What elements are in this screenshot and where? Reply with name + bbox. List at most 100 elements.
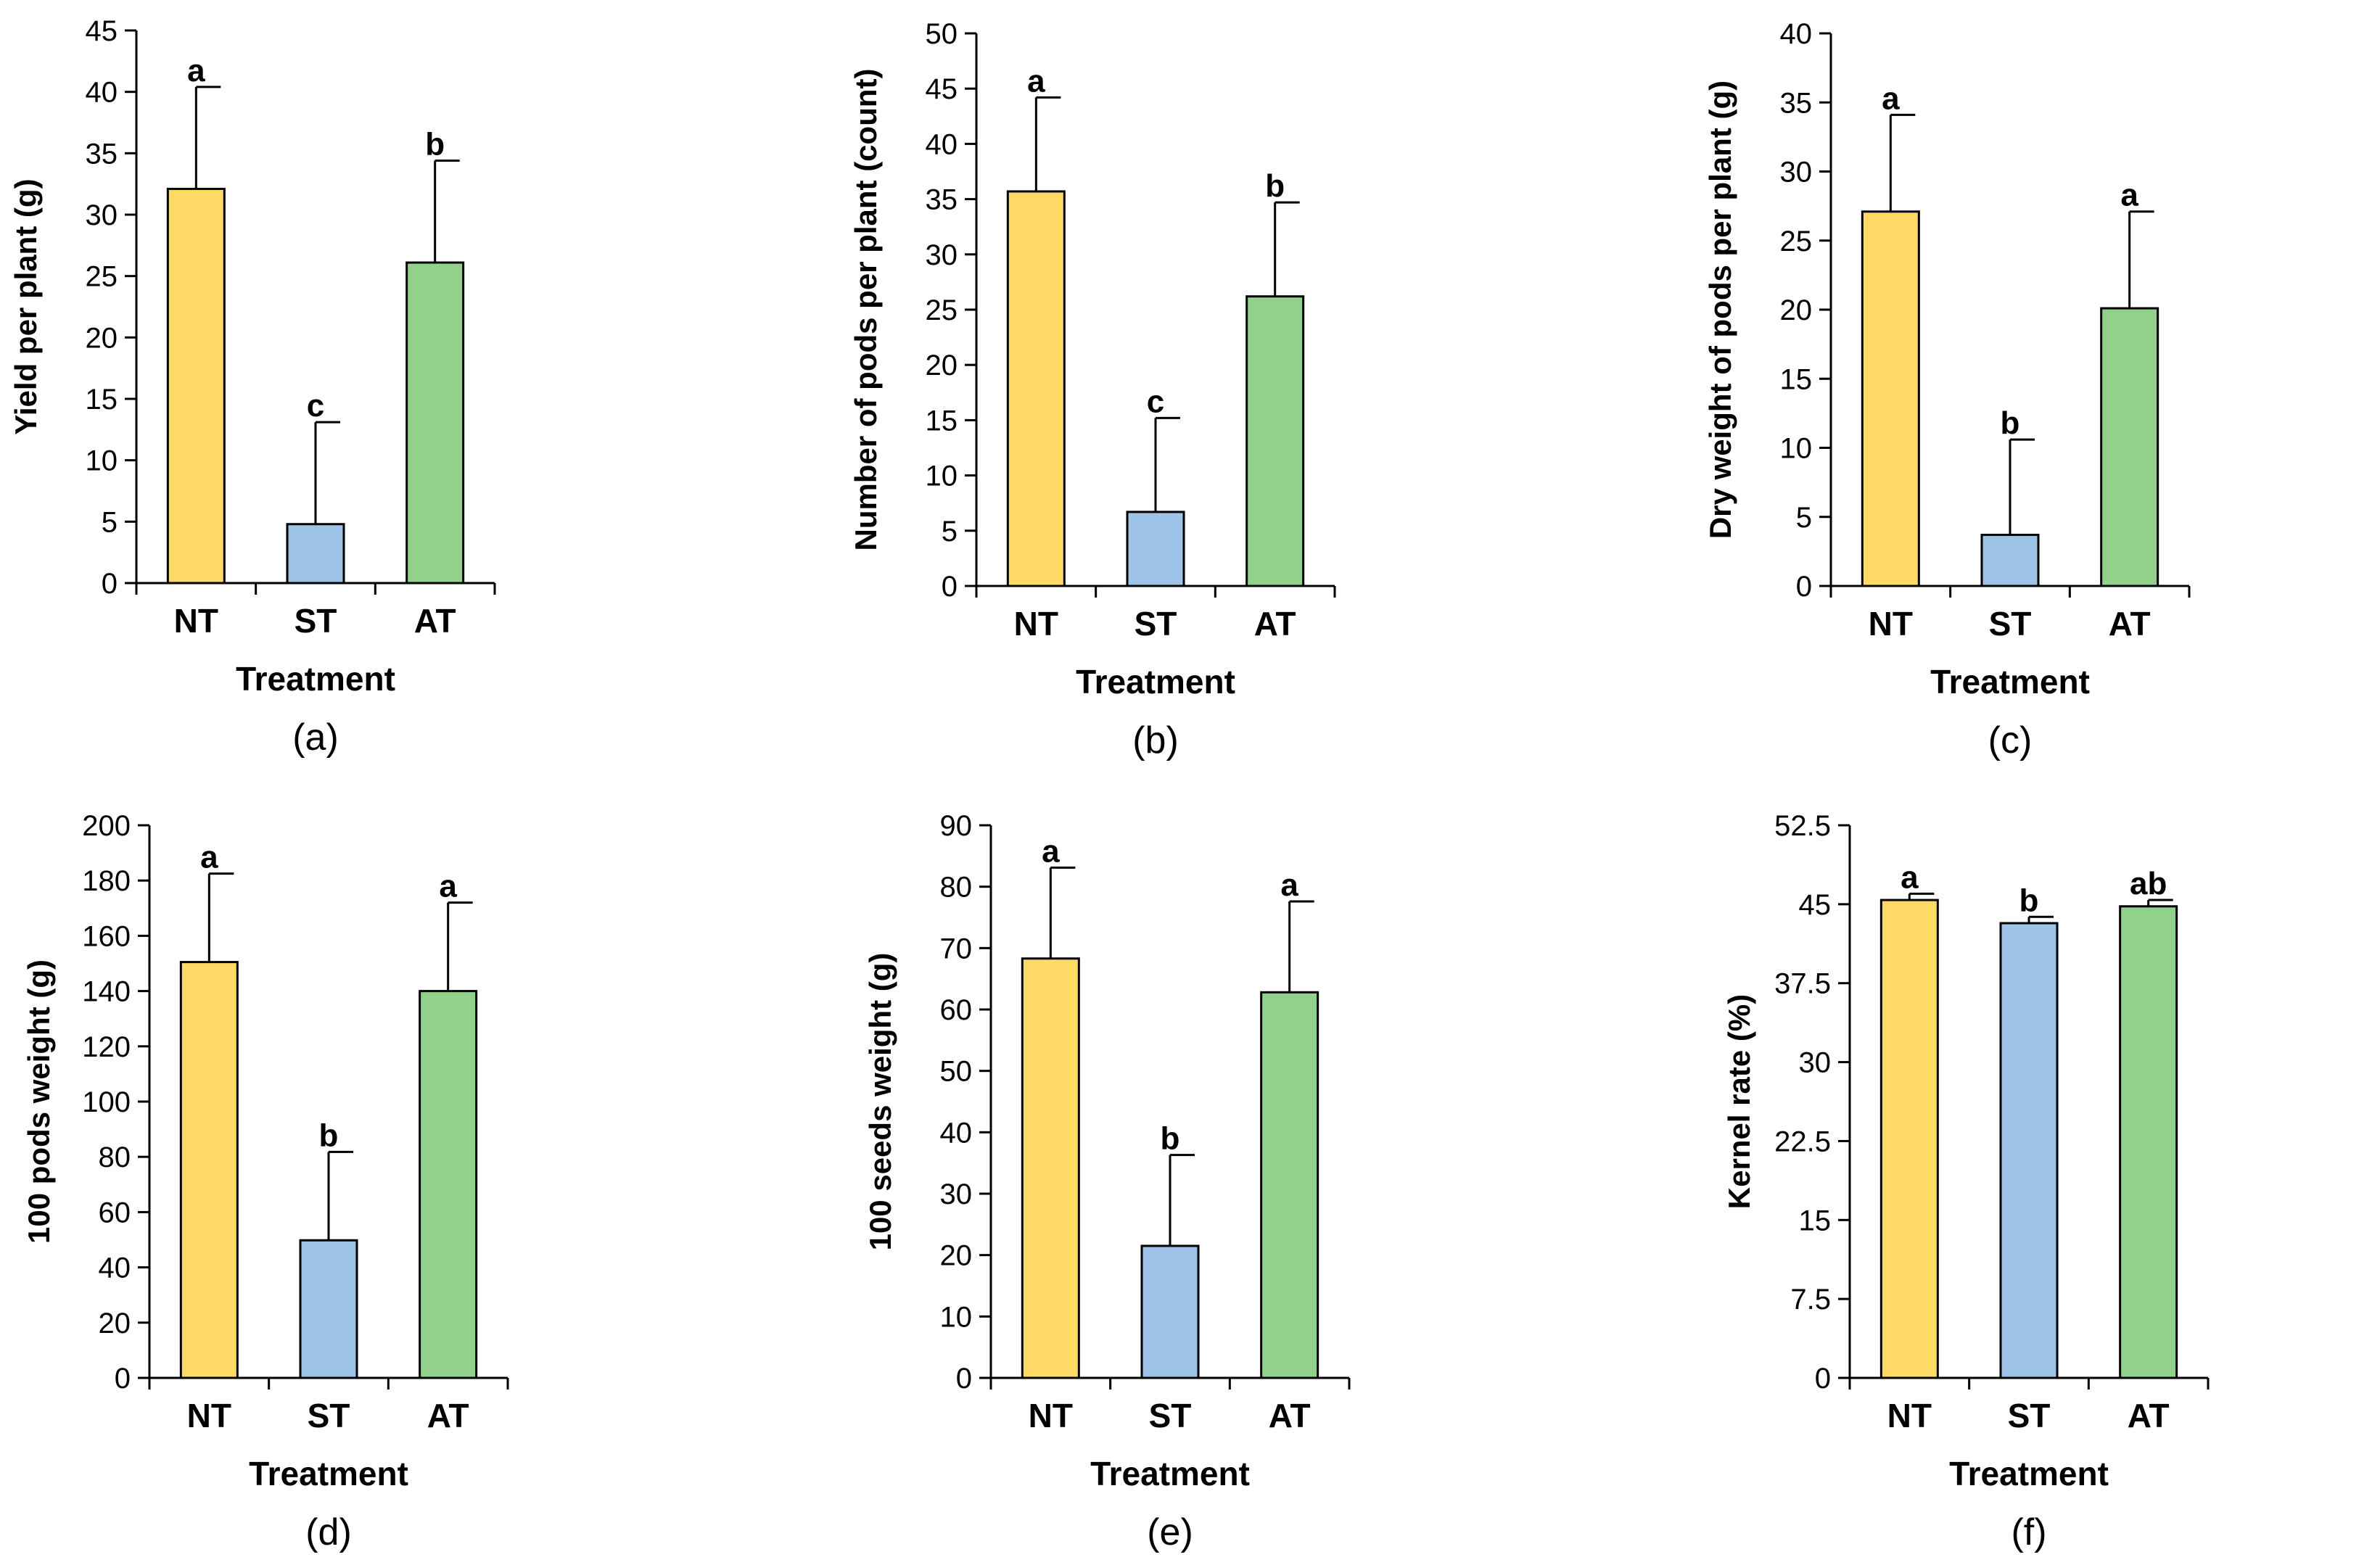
significance-letter: a xyxy=(2120,178,2138,213)
y-tick-label: 10 xyxy=(940,1301,973,1333)
bar-at xyxy=(2119,905,2178,1379)
bar-st xyxy=(1999,922,2059,1379)
y-tick-label: 160 xyxy=(82,920,131,952)
y-tick-label: 180 xyxy=(82,865,131,897)
bar-nt xyxy=(179,961,239,1379)
x-tick-label: NT xyxy=(1869,605,1913,643)
y-tick-label: 45 xyxy=(86,15,118,47)
panel-label: (f) xyxy=(2011,1511,2046,1553)
y-tick-label: 30 xyxy=(1780,157,1813,189)
panel-label: (b) xyxy=(1132,719,1179,761)
y-tick-label: 25 xyxy=(86,261,118,293)
y-tick-label: 40 xyxy=(86,77,118,109)
y-axis-title: Kernel rate (%) xyxy=(1722,994,1756,1209)
x-axis-title: Treatment xyxy=(1076,663,1235,701)
x-tick-label: NT xyxy=(187,1397,231,1434)
x-tick-label: NT xyxy=(1014,605,1058,643)
chart-panel-f: 0 7.5 15 22.5 30 37.5 45 52.5 a NT b ST ab AT Treatmen… xyxy=(1722,810,2210,1553)
x-tick-label: AT xyxy=(427,1397,469,1434)
x-axis-title: Treatment xyxy=(236,660,395,698)
chart-panel-d: 0 20 40 60 80 100 120 140 160 180 200 a NT b ST a AT Trea… xyxy=(22,810,509,1553)
y-tick-label: 50 xyxy=(940,1056,973,1088)
panel-label: (e) xyxy=(1147,1511,1193,1553)
y-tick-label: 60 xyxy=(99,1197,131,1229)
chart-panel-a: 0 5 10 15 20 25 30 35 40 45 a NT c ST b AT Treatment (a) Y… xyxy=(9,15,496,759)
y-tick-label: 40 xyxy=(940,1117,973,1149)
x-axis-title: Treatment xyxy=(249,1455,408,1492)
y-tick-label: 35 xyxy=(86,138,118,170)
y-tick-label: 25 xyxy=(926,294,958,326)
bar-nt xyxy=(1861,210,1920,587)
significance-letter: c xyxy=(1147,384,1164,419)
y-tick-label: 0 xyxy=(102,568,118,600)
y-tick-label: 20 xyxy=(1780,294,1813,326)
y-axis-title: 100 seeds weight (g) xyxy=(863,953,897,1251)
y-tick-label: 5 xyxy=(1796,502,1812,534)
y-tick-label: 15 xyxy=(86,384,118,416)
significance-letter: b xyxy=(319,1118,339,1153)
significance-letter: b xyxy=(1265,168,1285,204)
significance-letter: c xyxy=(307,388,324,424)
significance-letter: a xyxy=(187,53,205,88)
x-tick-label: NT xyxy=(174,602,218,640)
significance-letter: a xyxy=(1042,833,1060,869)
chart-panel-e: 0 10 20 30 40 50 60 70 80 90 a NT b ST a AT Treatment (e)… xyxy=(863,810,1351,1553)
x-tick-label: ST xyxy=(1135,605,1177,643)
bar-st xyxy=(299,1239,358,1379)
y-tick-label: 25 xyxy=(1780,226,1813,257)
y-axis-title: Number of pods per plant (count) xyxy=(849,69,883,551)
y-tick-label: 35 xyxy=(926,184,958,216)
x-tick-label: ST xyxy=(1149,1397,1192,1434)
y-tick-label: 37.5 xyxy=(1774,968,1831,1000)
y-tick-label: 7.5 xyxy=(1790,1284,1831,1316)
y-tick-label: 20 xyxy=(940,1240,973,1272)
x-tick-label: AT xyxy=(2109,605,2151,643)
y-axis-title: 100 pods weight (g) xyxy=(22,959,56,1244)
bar-st xyxy=(1980,534,2040,587)
significance-letter: a xyxy=(200,840,218,875)
y-tick-label: 50 xyxy=(926,18,958,50)
y-tick-label: 10 xyxy=(1780,433,1813,465)
bar-nt xyxy=(166,187,226,585)
significance-letter: b xyxy=(1161,1121,1180,1157)
y-tick-label: 140 xyxy=(82,976,131,1008)
y-axis-title: Yield per plant (g) xyxy=(9,178,43,434)
x-tick-label: ST xyxy=(308,1397,350,1434)
x-tick-label: AT xyxy=(2128,1397,2170,1434)
y-tick-label: 0 xyxy=(942,571,958,603)
y-tick-label: 70 xyxy=(940,933,973,965)
significance-letter: b xyxy=(2001,405,2020,441)
x-tick-label: ST xyxy=(2008,1397,2051,1434)
bar-at xyxy=(1260,991,1319,1379)
y-tick-label: 45 xyxy=(1799,889,1832,921)
x-tick-label: AT xyxy=(1254,605,1296,643)
x-tick-label: ST xyxy=(295,602,337,640)
y-tick-label: 120 xyxy=(82,1031,131,1063)
x-tick-label: NT xyxy=(1887,1397,1932,1434)
y-tick-label: 10 xyxy=(926,461,958,492)
significance-letter: b xyxy=(425,126,445,162)
panel-label: (d) xyxy=(305,1511,352,1553)
x-axis-title: Treatment xyxy=(1949,1455,2109,1492)
x-tick-label: AT xyxy=(1269,1397,1311,1434)
y-tick-label: 200 xyxy=(82,810,131,842)
y-tick-label: 0 xyxy=(1815,1363,1831,1395)
chart-panel-c: 0 5 10 15 20 25 30 35 40 a NT b ST a AT Treatment (c) Dry… xyxy=(1703,18,2191,761)
significance-letter: a xyxy=(1901,859,1919,895)
significance-letter: a xyxy=(1027,63,1045,99)
bar-at xyxy=(2100,307,2159,587)
bar-at xyxy=(1245,295,1305,587)
bar-st xyxy=(1126,511,1185,587)
y-tick-label: 52.5 xyxy=(1774,810,1831,842)
y-tick-label: 20 xyxy=(86,322,118,354)
y-tick-label: 15 xyxy=(1780,363,1813,395)
bar-at xyxy=(405,261,465,585)
y-tick-label: 0 xyxy=(956,1363,972,1395)
y-tick-label: 30 xyxy=(1799,1047,1832,1079)
y-tick-label: 5 xyxy=(942,516,958,548)
panel-label: (a) xyxy=(292,717,339,759)
bar-st xyxy=(1140,1244,1200,1379)
bar-at xyxy=(419,990,478,1379)
y-tick-label: 15 xyxy=(1799,1205,1832,1236)
